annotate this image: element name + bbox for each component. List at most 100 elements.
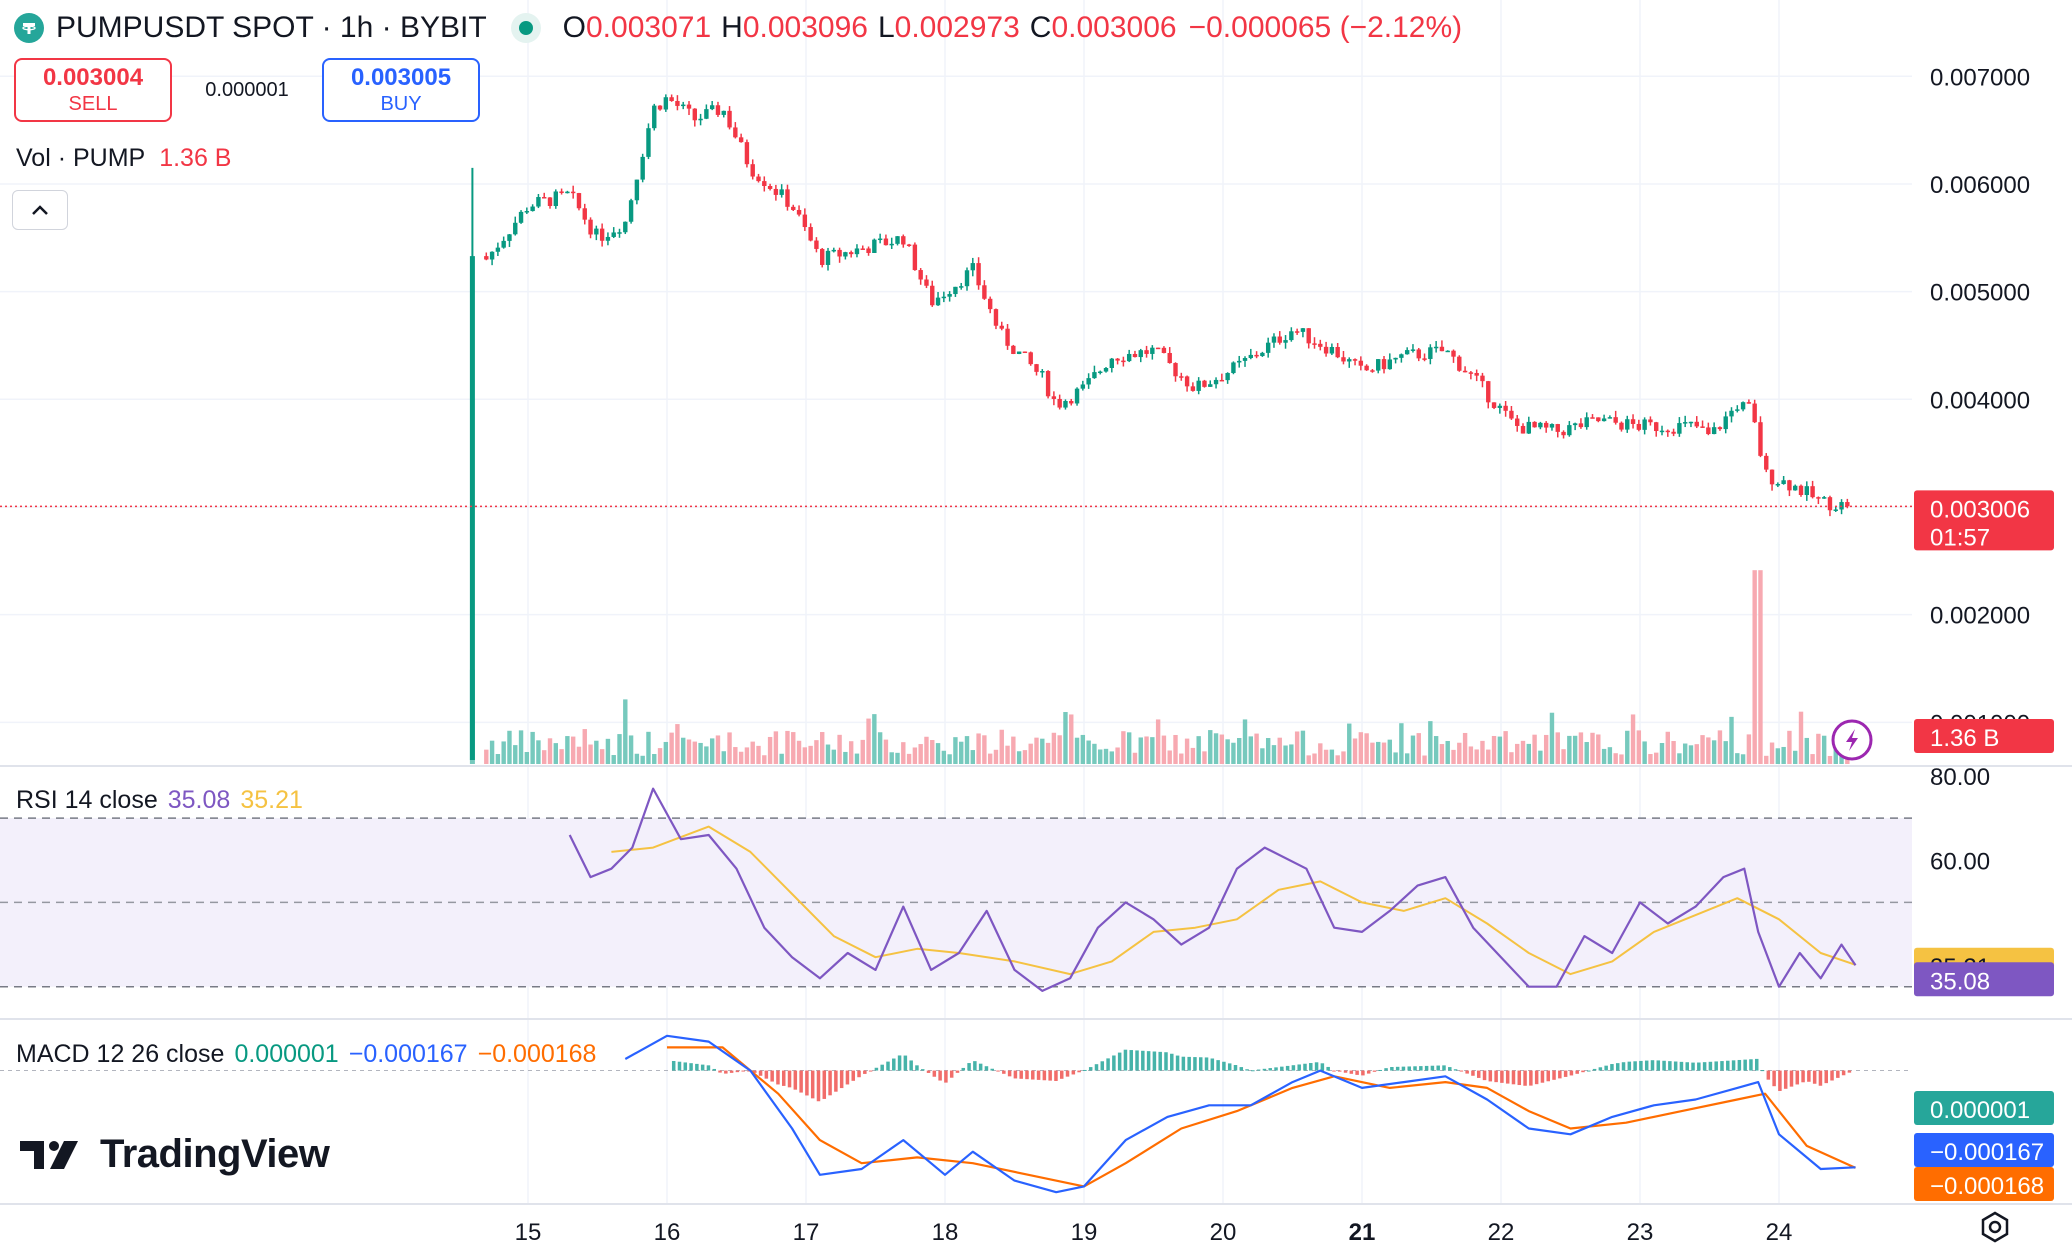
- volume-bar: [513, 745, 518, 764]
- candle-body: [1804, 486, 1810, 496]
- candle-body: [854, 248, 860, 255]
- volume-bar: [1057, 735, 1062, 764]
- volume-legend[interactable]: Vol · PUMP 1.36 B: [16, 144, 231, 173]
- macd-histogram-bar: [1123, 1049, 1128, 1071]
- volume-bar: [964, 736, 970, 764]
- lightning-icon[interactable]: [1831, 719, 1873, 761]
- rsi-tick-label-0: 80.00: [1930, 764, 1990, 791]
- macd-histogram-bar: [1523, 1070, 1527, 1086]
- volume-bar: [1543, 734, 1549, 764]
- candle-body: [709, 105, 715, 110]
- volume-bar: [1567, 735, 1572, 764]
- volume-bar: [1578, 732, 1584, 764]
- macd-histogram-bar: [741, 1070, 745, 1072]
- macd-histogram-bar: [1598, 1067, 1603, 1071]
- buy-price: 0.003005: [350, 64, 452, 91]
- candle-body: [1665, 430, 1671, 433]
- candle-body: [1167, 352, 1172, 364]
- candle-body: [1833, 509, 1838, 511]
- volume-bar: [930, 740, 935, 764]
- candle-body: [1717, 427, 1723, 430]
- candle-body: [594, 228, 599, 235]
- candle-body: [1769, 469, 1775, 485]
- candle-body: [1694, 421, 1699, 427]
- volume-bar: [542, 750, 547, 764]
- candle-body: [791, 206, 796, 210]
- volume-bar: [1318, 743, 1323, 764]
- gear-icon[interactable]: [1978, 1210, 2012, 1244]
- candle-body: [1671, 431, 1676, 434]
- candle-body: [1248, 354, 1254, 359]
- macd-histogram-bar: [920, 1069, 925, 1071]
- volume-bar: [947, 754, 952, 764]
- volume-bar: [698, 742, 703, 764]
- price-change: −0.000065 (−2.12%): [1188, 11, 1463, 44]
- volume-bar: [1769, 742, 1775, 764]
- candle-body: [489, 251, 495, 260]
- macd-histogram-bar: [851, 1070, 855, 1081]
- candle-body: [1138, 350, 1143, 358]
- rsi-legend[interactable]: RSI 14 close 35.08 35.21: [16, 786, 303, 815]
- candle-body: [1526, 421, 1532, 434]
- volume-bar: [1723, 741, 1728, 764]
- candle-body: [1086, 378, 1091, 385]
- volume-bar: [906, 753, 912, 764]
- candle-body: [733, 127, 738, 138]
- volume-bar: [1289, 744, 1294, 764]
- macd-histogram-bar: [677, 1061, 682, 1071]
- macd-histogram-bar: [1158, 1051, 1162, 1071]
- tradingview-logo[interactable]: TradingView: [20, 1132, 330, 1177]
- macd-histogram-bar: [1054, 1070, 1058, 1081]
- volume-bar: [559, 749, 564, 764]
- symbol-title[interactable]: PUMPUSDT SPOT · 1h · BYBIT: [56, 11, 487, 44]
- macd-histogram-bar: [1187, 1056, 1191, 1071]
- volume-bar: [623, 699, 628, 764]
- candle-body: [762, 181, 767, 187]
- volume-bar: [1636, 730, 1642, 764]
- candle-body: [582, 208, 587, 220]
- macd-histogram-bar: [1500, 1070, 1504, 1083]
- volume-bar: [1074, 737, 1080, 764]
- macd-signal-tag-text-0: −0.000168: [1930, 1173, 2044, 1200]
- macd-histogram-bar: [1552, 1070, 1556, 1080]
- candle-body: [941, 296, 947, 299]
- macd-histogram-bar: [1262, 1068, 1267, 1071]
- volume-bar: [617, 734, 622, 764]
- macd-histogram-bar: [868, 1070, 873, 1072]
- candle-body: [1225, 373, 1230, 381]
- macd-histogram-bar: [724, 1070, 728, 1074]
- macd-histogram-bar: [1175, 1055, 1180, 1071]
- sell-button[interactable]: 0.003004 SELL: [14, 58, 172, 122]
- macd-histogram-bar: [1807, 1070, 1811, 1082]
- macd-histogram-bar: [1042, 1070, 1047, 1081]
- candle-body: [1428, 347, 1433, 359]
- candle-body: [715, 105, 721, 115]
- candle-body: [570, 191, 576, 194]
- macd-histogram-bar: [1743, 1059, 1747, 1071]
- volume-bar: [1190, 747, 1196, 764]
- candle-body: [1596, 417, 1601, 422]
- macd-legend[interactable]: MACD 12 26 close 0.000001 −0.000167 −0.0001…: [16, 1040, 596, 1069]
- volume-bar: [791, 732, 796, 764]
- buy-button[interactable]: 0.003005 BUY: [322, 58, 480, 122]
- macd-histogram-bar: [671, 1060, 676, 1071]
- candle-body: [877, 238, 883, 241]
- collapse-legend-button[interactable]: [12, 190, 68, 230]
- rsi-legend-ma: 35.21: [240, 786, 303, 814]
- candle-body: [744, 142, 750, 165]
- volume-bar: [1028, 743, 1033, 764]
- volume-bar: [611, 755, 616, 764]
- candle-body: [1300, 328, 1306, 332]
- volume-bar: [640, 755, 645, 764]
- candle-body: [1735, 409, 1740, 411]
- macd-histogram-bar: [1471, 1070, 1475, 1076]
- candle-body: [1578, 423, 1584, 428]
- volume-bar: [825, 744, 831, 764]
- macd-histogram-bar: [1048, 1070, 1052, 1081]
- candle-body: [1126, 353, 1132, 362]
- candle-body: [669, 97, 674, 102]
- volume-bar: [987, 753, 993, 764]
- candle-body: [1497, 405, 1503, 408]
- candle-body: [1543, 422, 1549, 428]
